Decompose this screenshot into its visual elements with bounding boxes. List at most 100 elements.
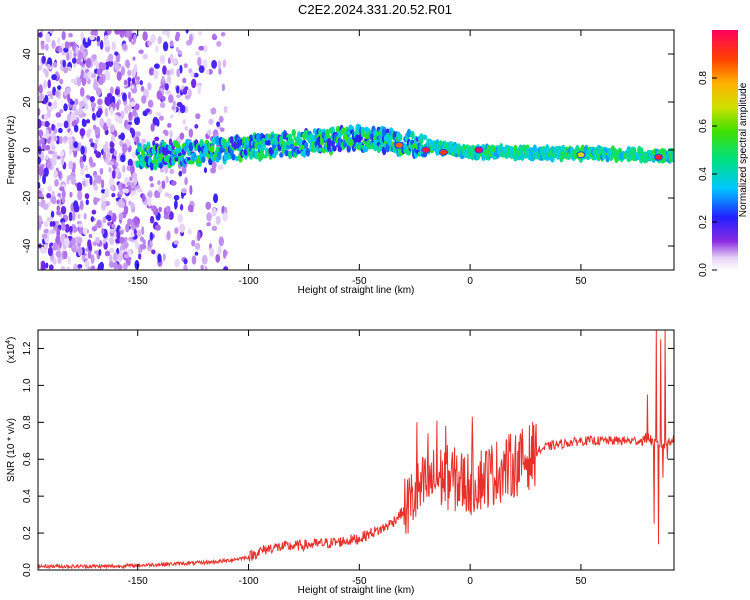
heatmap-cell	[96, 87, 102, 97]
heatmap-cell	[198, 45, 205, 51]
heatmap-cell	[114, 88, 120, 96]
heatmap-cell	[182, 118, 187, 125]
heatmap-cell	[134, 103, 140, 111]
heatmap-cell	[87, 266, 91, 270]
heatmap-cell	[284, 149, 289, 157]
heatmap-cell	[111, 41, 116, 51]
heatmap-cell	[147, 99, 154, 108]
heatmap-cell	[101, 228, 105, 235]
heatmap-cell	[127, 249, 133, 256]
heatmap-cell	[174, 199, 178, 210]
heatmap-cell	[63, 47, 69, 53]
heatmap-cell	[90, 142, 95, 148]
heatmap-cell	[108, 237, 115, 246]
heatmap-cell	[158, 206, 162, 213]
heatmap-cell	[79, 200, 84, 211]
heatmap-cell	[54, 179, 59, 187]
heatmap-cell	[165, 69, 171, 76]
heatmap-cell	[63, 250, 68, 260]
heatmap-cell	[133, 228, 137, 236]
heatmap-cell	[64, 41, 69, 49]
snr-background	[38, 330, 674, 570]
heatmap-cell	[159, 101, 166, 109]
heatmap-cell	[93, 80, 99, 91]
heatmap-peak	[653, 153, 663, 161]
snr-ticks: -150 -100 -50 0 50 0.0 0.2 0.4 0.6 0.8 1.0 1.2	[22, 330, 674, 587]
heatmap-cell	[77, 246, 83, 257]
heatmap-cell	[96, 41, 101, 47]
heatmap-cell	[40, 200, 45, 208]
heatmap-cell	[419, 133, 424, 141]
heatmap-cell	[59, 186, 65, 192]
heatmap-cell	[150, 183, 154, 188]
heatmap-cell	[155, 224, 161, 231]
heatmap-cell	[118, 212, 124, 221]
heatmap-cell	[254, 150, 259, 159]
colorbar-tick-label: 0.6	[698, 119, 709, 133]
heatmap-cell	[52, 197, 57, 205]
heatmap-cell	[94, 197, 101, 202]
heatmap-cell	[67, 175, 74, 181]
heatmap-cell	[202, 44, 208, 53]
heatmap-cell	[154, 136, 160, 142]
heatmap-cell	[61, 221, 66, 231]
heatmap-cell	[117, 198, 124, 208]
heatmap-cell	[109, 106, 114, 116]
heatmap-cell	[222, 59, 227, 68]
snr-xtick-label: 50	[575, 576, 587, 587]
heatmap-cell	[45, 154, 49, 160]
heatmap-cell	[55, 250, 62, 258]
heatmap-cell	[212, 207, 217, 217]
heatmap-ticks: -150 -100 -50 0 50 -40 -20 0 20 40	[22, 30, 674, 287]
heatmap-cell	[135, 131, 141, 137]
heatmap-cell	[164, 192, 170, 197]
heatmap-cell	[231, 153, 236, 161]
heatmap-cell	[293, 142, 298, 147]
heatmap-cell	[273, 149, 279, 156]
heatmap-cell	[141, 193, 146, 203]
heatmap-cell	[120, 110, 125, 119]
heatmap-cell	[38, 84, 43, 94]
snr-ytick-label: 0.2	[22, 526, 33, 540]
heatmap-cell	[123, 205, 129, 215]
colorbar-tick-label: 0.4	[698, 167, 709, 181]
heatmap-cell	[77, 236, 83, 244]
heatmap-cell	[215, 136, 220, 144]
heatmap-cell	[38, 65, 43, 71]
heatmap-cell	[108, 166, 112, 173]
colorbar-label: Normalized spectral amplitude	[738, 82, 749, 217]
heatmap-cell	[157, 35, 163, 45]
heatmap-cell	[184, 126, 189, 131]
heatmap-cell	[179, 132, 185, 140]
heatmap-cell	[158, 186, 163, 194]
heatmap-cell	[211, 161, 217, 169]
heatmap-cell	[169, 168, 175, 175]
heatmap-cell	[57, 192, 62, 198]
heatmap-cell	[211, 136, 217, 146]
colorbar-tick-label: 0.8	[698, 71, 709, 85]
heatmap-cell	[52, 258, 57, 265]
heatmap-cell	[194, 124, 199, 129]
heatmap-cell	[140, 244, 147, 250]
heatmap-cell	[197, 84, 201, 95]
heatmap-cell	[91, 73, 97, 78]
heatmap-cell	[121, 183, 126, 189]
heatmap-cell	[217, 60, 222, 70]
heatmap-cell	[110, 134, 116, 144]
heatmap-cell	[149, 161, 155, 171]
heatmap-cell	[47, 150, 54, 155]
heatmap-cell	[76, 58, 82, 65]
snr-ytick-label: 1.2	[22, 341, 33, 355]
heatmap-cell	[69, 41, 75, 47]
heatmap-cell	[75, 46, 79, 55]
heatmap-cell	[161, 95, 166, 102]
heatmap-cell	[118, 190, 124, 195]
heatmap-cell	[93, 149, 98, 155]
heatmap-cell	[176, 68, 181, 78]
heatmap-cell	[106, 71, 111, 81]
heatmap-cell	[403, 143, 408, 151]
colorbar-tick-label: 0.0	[698, 263, 709, 277]
heatmap-cell	[142, 53, 149, 60]
heatmap-cell	[129, 101, 136, 107]
heatmap-cell	[122, 92, 127, 102]
